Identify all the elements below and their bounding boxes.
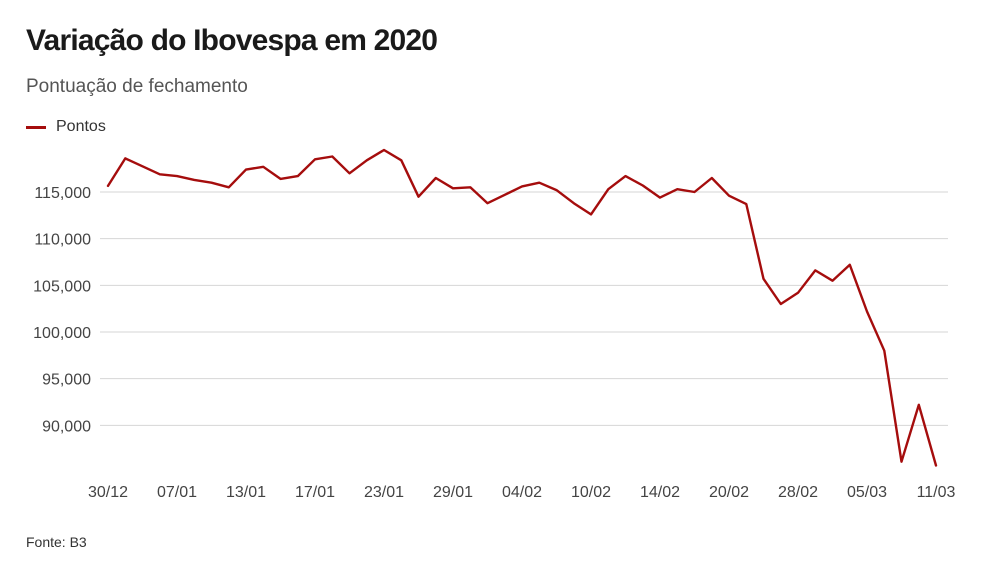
chart-subtitle: Pontuação de fechamento — [26, 76, 248, 97]
chart-title: Variação do Ibovespa em 2020 — [26, 24, 438, 57]
x-tick-label: 29/01 — [433, 484, 473, 501]
chart-legend: Pontos — [26, 118, 106, 136]
legend-label: Pontos — [56, 118, 106, 135]
x-axis: 30/12 07/01 13/01 17/01 23/01 29/01 04/02 10/02… — [88, 484, 956, 501]
series-line-pontos — [106, 148, 938, 467]
series-group — [106, 148, 938, 467]
legend-swatch — [26, 125, 46, 129]
source-note: Fonte: B3 — [26, 534, 87, 550]
x-tick-label: 10/02 — [571, 484, 611, 501]
x-tick-label: 04/02 — [502, 484, 542, 501]
y-tick-label: 90,000 — [42, 418, 91, 435]
x-tick-label: 05/03 — [847, 484, 887, 501]
x-tick-label: 17/01 — [295, 484, 335, 501]
x-tick-label: 14/02 — [640, 484, 680, 501]
x-tick-label: 13/01 — [226, 484, 266, 501]
y-tick-label: 105,000 — [33, 278, 91, 295]
x-tick-label: 07/01 — [157, 484, 197, 501]
x-tick-label: 20/02 — [709, 484, 749, 501]
y-tick-label: 110,000 — [34, 232, 91, 249]
y-tick-label: 115,000 — [34, 185, 91, 202]
y-axis: 90,000 95,000 100,000 105,000 110,000 115,000 — [33, 185, 91, 435]
x-tick-label: 28/02 — [778, 484, 818, 501]
x-tick-label: 30/12 — [88, 484, 128, 501]
x-tick-label: 11/03 — [917, 484, 956, 501]
y-tick-label: 100,000 — [33, 325, 91, 342]
y-tick-label: 95,000 — [42, 372, 91, 389]
x-tick-label: 23/01 — [364, 484, 404, 501]
grid-lines — [100, 191, 948, 426]
